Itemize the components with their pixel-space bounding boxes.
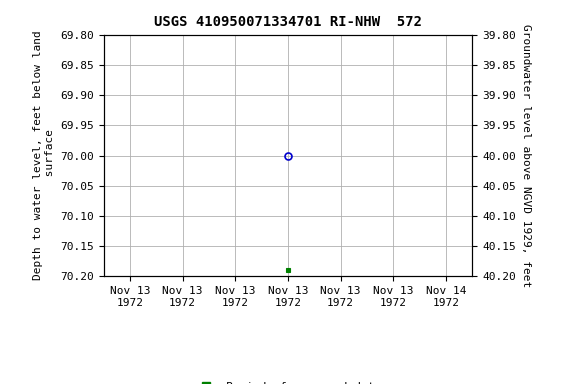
Y-axis label: Groundwater level above NGVD 1929, feet: Groundwater level above NGVD 1929, feet xyxy=(521,24,531,287)
Legend: Period of approved data: Period of approved data xyxy=(191,378,385,384)
Title: USGS 410950071334701 RI-NHW  572: USGS 410950071334701 RI-NHW 572 xyxy=(154,15,422,29)
Y-axis label: Depth to water level, feet below land
 surface: Depth to water level, feet below land su… xyxy=(33,31,55,280)
